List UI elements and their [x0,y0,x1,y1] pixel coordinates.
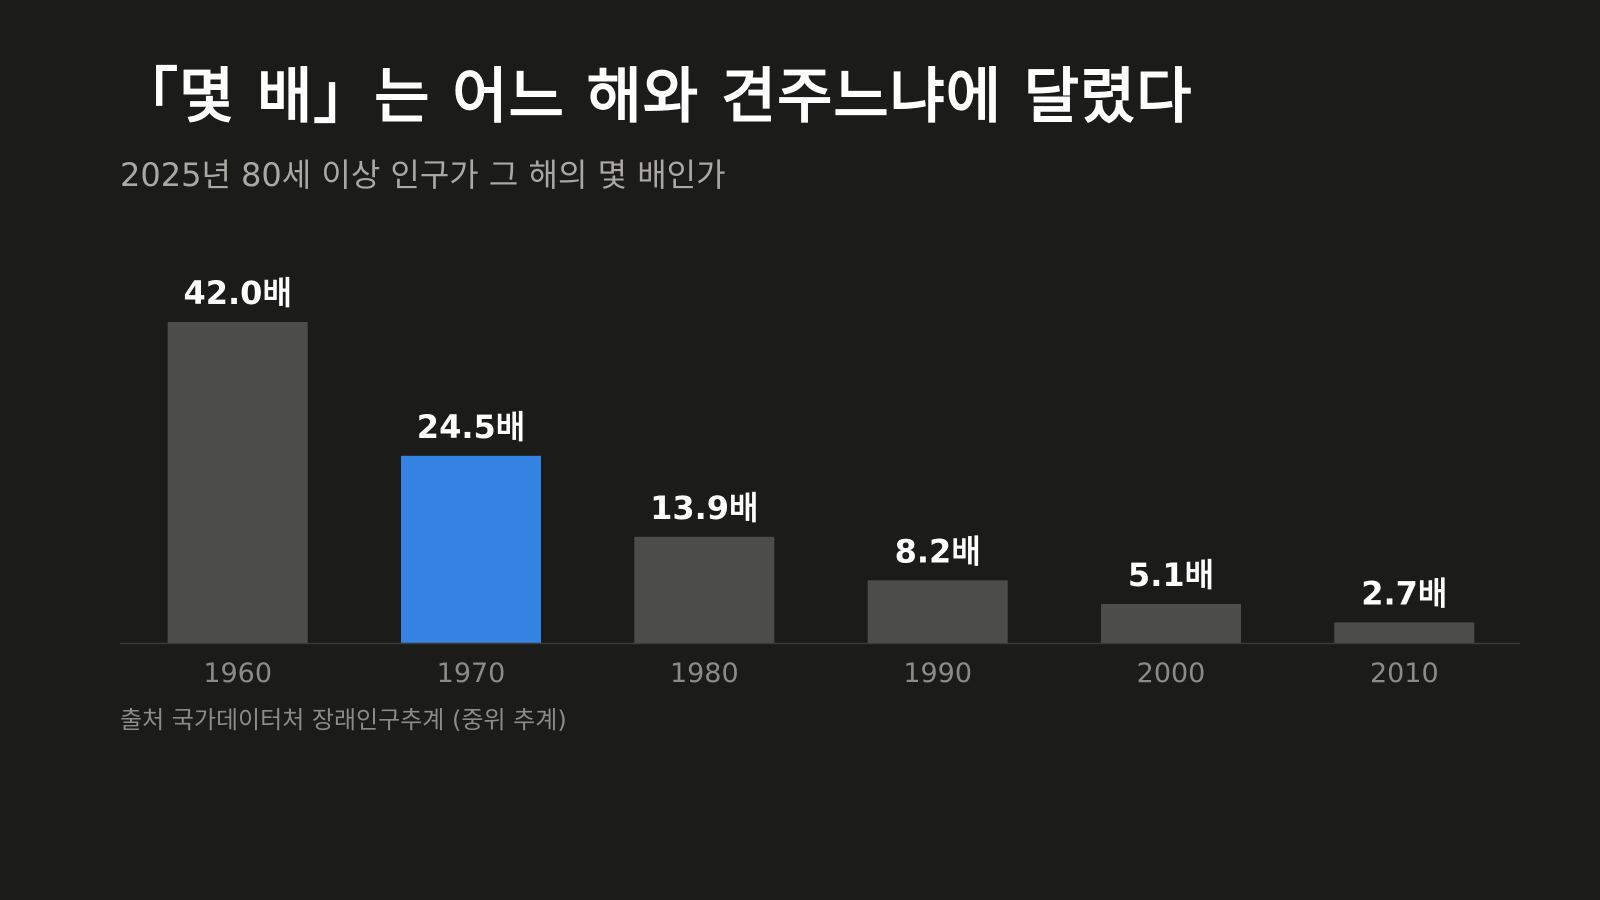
x-tick-label-1990: 1990 [903,658,972,689]
chart-subtitle: 2025년 80세 이상 인구가 그 해의 몇 배인가 [120,156,726,194]
bars-layer [167,322,1475,644]
bar-2010 [1334,622,1475,643]
bar-1970 [401,455,541,644]
value-label-1990: 8.2배 [895,532,981,570]
bar-1980 [634,536,775,643]
x-tick-label-1970: 1970 [437,658,506,689]
value-label-1970: 24.5배 [417,408,525,446]
value-label-2010: 2.7배 [1361,574,1447,612]
value-label-1980: 13.9배 [650,489,758,527]
x-tick-label-1960: 1960 [203,658,272,689]
value-label-1960: 42.0배 [183,274,291,312]
labels-layer: 42.0배 1960 24.5배 1970 13.9배 1980 8.2배 1990 5.1배 2… [183,274,1447,689]
bar-1960 [167,322,308,643]
value-label-2000: 5.1배 [1128,556,1214,594]
x-tick-label-1980: 1980 [670,658,739,689]
x-tick-label-2010: 2010 [1370,658,1439,689]
bar-1990 [867,580,1008,643]
page-title: 「몇 배」는 어느 해와 견주느냐에 달렸다 [118,62,1193,132]
x-tick-label-2000: 2000 [1137,658,1206,689]
bar-2000 [1101,604,1241,643]
source-note: 출처 국가데이터처 장래인구추계 (중위 추계) [120,706,567,734]
